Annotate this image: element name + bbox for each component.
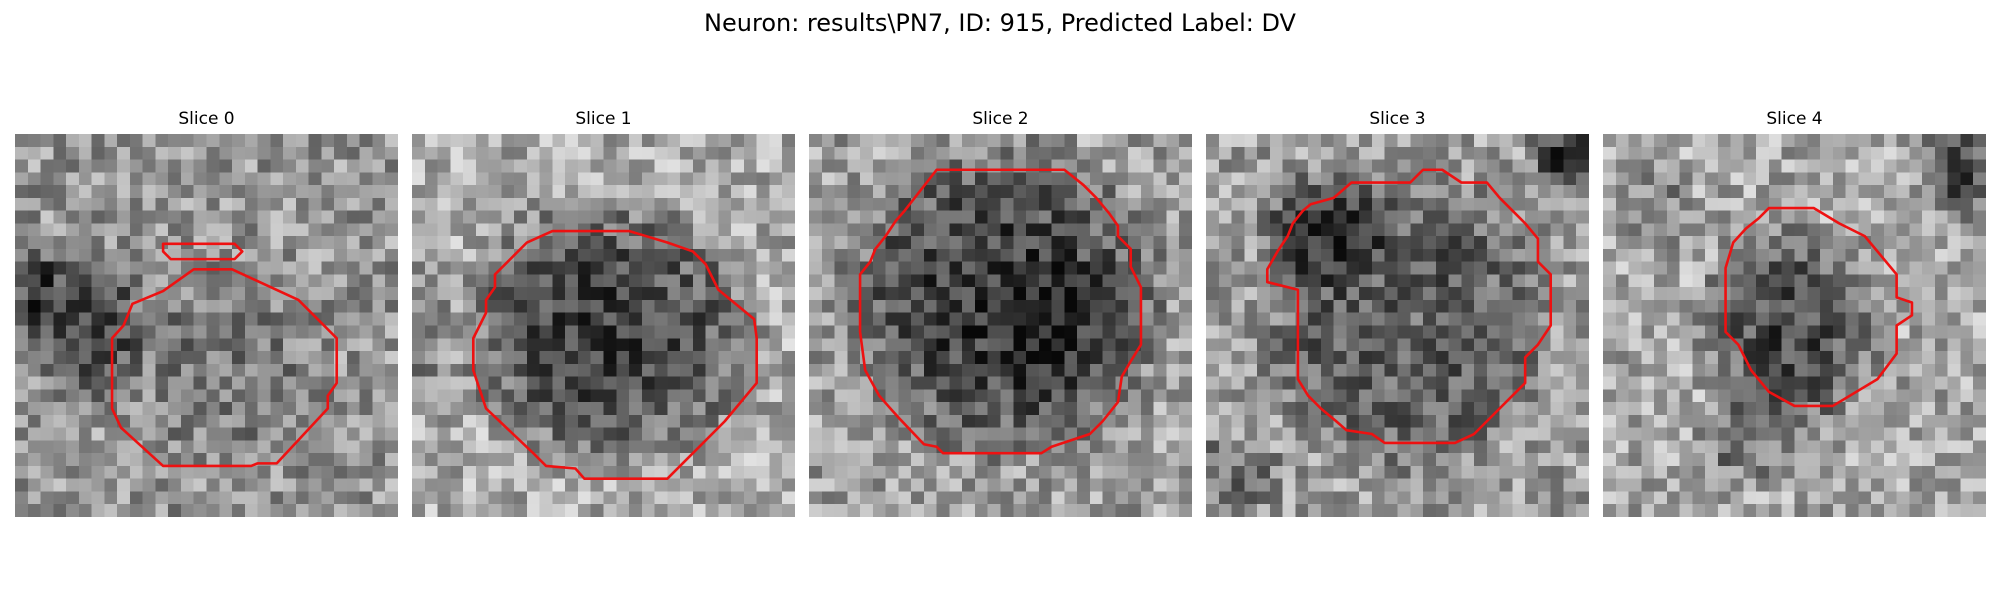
slice-panel-0: Slice 0 [15,107,398,517]
pixel-grid [412,134,795,517]
slice-image [1206,134,1589,517]
slice-image [412,134,795,517]
segmentation-contour [112,269,337,466]
segmentation-contour [163,244,242,259]
slice-title: Slice 0 [178,109,235,129]
slice-image [15,134,398,517]
slice-image [809,134,1192,517]
slice-panel-3: Slice 3 [1206,107,1589,517]
slice-panel-2: Slice 2 [809,107,1192,517]
segmentation-contour [1726,208,1912,406]
pixel-grid [809,134,1192,517]
pixel-grid [1206,134,1589,517]
segmentation-contour [473,231,756,479]
slice-title: Slice 2 [972,109,1029,129]
slice-panel-1: Slice 1 [412,107,795,517]
slice-title: Slice 4 [1766,109,1823,129]
segmentation-contour [1267,170,1550,443]
slice-title: Slice 1 [575,109,632,129]
pixel-grid [1603,134,1986,517]
figure-title: Neuron: results\PN7, ID: 915, Predicted … [704,9,1296,37]
slice-title: Slice 3 [1369,109,1426,129]
slice-panel-4: Slice 4 [1603,107,1986,517]
slice-image [1603,134,1986,517]
segmentation-contour [860,170,1141,453]
pixel-grid [15,134,398,517]
